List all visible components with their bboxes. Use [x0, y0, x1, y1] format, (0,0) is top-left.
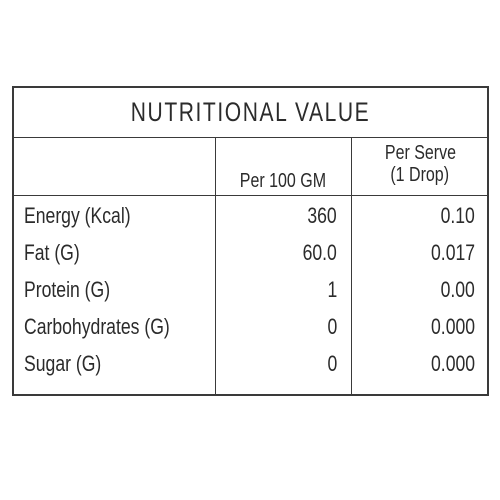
table-row: Energy (Kcal) 360 0.10 [14, 196, 487, 233]
value-per-100: 360 [307, 203, 337, 228]
value-per-100: 60.0 [302, 240, 337, 265]
value-per-serve: 0.017 [430, 240, 475, 265]
table-body: Energy (Kcal) 360 0.10 Fat (G) 60.0 0.01… [14, 196, 487, 381]
value-per-serve: 0.00 [440, 277, 475, 302]
nutrient-name: Carbohydrates (G) [24, 314, 170, 339]
nutrient-name: Sugar (G) [24, 351, 102, 376]
table-row: Fat (G) 60.0 0.017 [14, 233, 487, 270]
column-header-per-serve: Per Serve (1 Drop) [384, 142, 456, 186]
value-per-100: 0 [327, 314, 337, 339]
table-title-row: NUTRITIONAL VALUE [14, 88, 487, 138]
nutrient-name: Fat (G) [24, 240, 80, 265]
nutrition-table: NUTRITIONAL VALUE Per 100 GM Per Serve (… [12, 86, 489, 396]
value-per-serve: 0.000 [430, 314, 475, 339]
value-per-serve: 0.10 [440, 203, 475, 228]
value-per-100: 1 [327, 277, 337, 302]
table-row: Sugar (G) 0 0.000 [14, 344, 487, 381]
table-row: Carbohydrates (G) 0 0.000 [14, 307, 487, 344]
table-row: Protein (G) 1 0.00 [14, 270, 487, 307]
value-per-100: 0 [327, 351, 337, 376]
column-divider [351, 138, 352, 394]
nutrient-name: Protein (G) [24, 277, 111, 302]
column-header-per-100: Per 100 GM [239, 170, 327, 192]
column-divider [215, 138, 216, 394]
nutrient-name: Energy (Kcal) [24, 203, 131, 228]
value-per-serve: 0.000 [430, 351, 475, 376]
table-header-row [14, 138, 487, 196]
table-title: NUTRITIONAL VALUE [130, 97, 371, 127]
